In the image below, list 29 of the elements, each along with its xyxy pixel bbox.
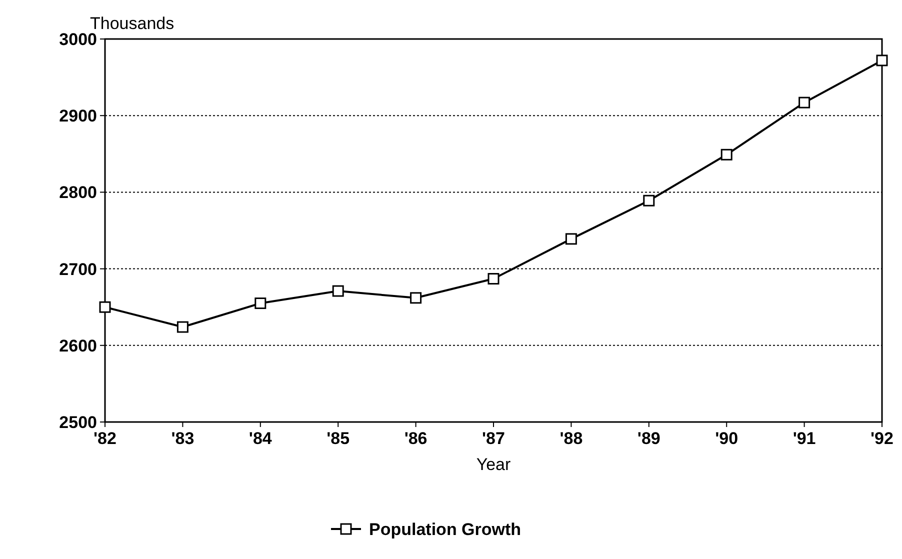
- x-tick-label: '83: [171, 429, 194, 448]
- point: [798, 96, 810, 108]
- y-tick-label: 2700: [59, 260, 97, 279]
- x-tick-label: '87: [482, 429, 505, 448]
- point: [876, 54, 888, 66]
- x-tick-label: '86: [404, 429, 428, 448]
- point: [410, 292, 422, 304]
- y-tick-label: 2600: [59, 336, 97, 356]
- point: [176, 321, 188, 333]
- point: [254, 298, 266, 310]
- legend-label: Population Growth: [369, 520, 522, 539]
- y-tick-label: 2900: [59, 106, 97, 126]
- x-tick-label: '88: [560, 429, 583, 448]
- point: [643, 194, 655, 206]
- x-tick-label: '91: [792, 429, 816, 448]
- x-tick-label: '92: [870, 429, 894, 448]
- point: [332, 285, 344, 297]
- point: [99, 301, 111, 313]
- point: [565, 233, 577, 245]
- x-tick-label: '90: [715, 429, 738, 448]
- x-tick-label: '89: [637, 429, 660, 448]
- x-tick-label: '84: [248, 429, 272, 448]
- x-axis-title: Year: [476, 455, 512, 474]
- x-tick-label: '85: [326, 429, 350, 448]
- y-tick-label: 2500: [59, 412, 97, 432]
- point: [488, 273, 500, 285]
- point: [720, 148, 732, 160]
- y-tick-label: 2800: [59, 183, 97, 202]
- x-tick-label: '82: [94, 429, 116, 448]
